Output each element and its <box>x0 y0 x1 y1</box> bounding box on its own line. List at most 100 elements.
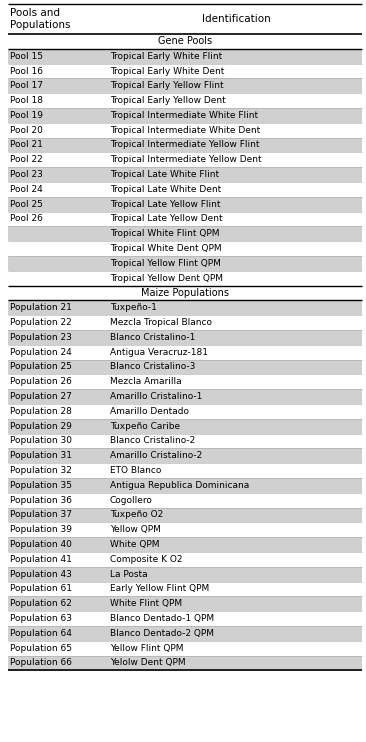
Text: Pool 15: Pool 15 <box>10 52 43 61</box>
Text: Antigua Veracruz-181: Antigua Veracruz-181 <box>110 348 208 357</box>
Bar <box>8 211 362 226</box>
Text: Population 63: Population 63 <box>10 614 72 623</box>
Bar <box>8 345 362 360</box>
Text: Blanco Cristalino-3: Blanco Cristalino-3 <box>110 363 195 372</box>
Text: Population 31: Population 31 <box>10 451 72 460</box>
Text: Cogollero: Cogollero <box>110 496 153 505</box>
Text: Gene Pools: Gene Pools <box>158 36 212 47</box>
Text: Pool 19: Pool 19 <box>10 111 43 120</box>
Bar <box>8 611 362 626</box>
Bar <box>8 93 362 108</box>
Text: Population 41: Population 41 <box>10 555 72 564</box>
Bar <box>8 478 362 493</box>
Text: ETO Blanco: ETO Blanco <box>110 466 161 475</box>
Bar <box>8 108 362 122</box>
Text: White Flint QPM: White Flint QPM <box>110 600 182 608</box>
Text: Tropical Early White Flint: Tropical Early White Flint <box>110 52 222 61</box>
Text: Population 35: Population 35 <box>10 481 72 490</box>
Bar <box>8 508 362 522</box>
Text: Identification: Identification <box>202 14 270 24</box>
Bar <box>8 197 362 211</box>
Text: Pool 23: Pool 23 <box>10 170 43 179</box>
Text: Tropical White Dent QPM: Tropical White Dent QPM <box>110 244 222 253</box>
Bar <box>8 567 362 582</box>
Bar <box>8 656 362 671</box>
Text: Population 32: Population 32 <box>10 466 72 475</box>
Text: Population 61: Population 61 <box>10 585 72 594</box>
Text: Maize Populations: Maize Populations <box>141 288 229 298</box>
Text: Population 43: Population 43 <box>10 570 72 579</box>
Text: Tropical White Flint QPM: Tropical White Flint QPM <box>110 229 220 238</box>
Text: Population 37: Population 37 <box>10 510 72 519</box>
Text: Tropical Early Yellow Dent: Tropical Early Yellow Dent <box>110 96 226 105</box>
Bar <box>8 641 362 656</box>
Bar <box>8 375 362 390</box>
Text: Tropical Intermediate Yellow Dent: Tropical Intermediate Yellow Dent <box>110 155 262 164</box>
Text: Tropical Late Yellow Flint: Tropical Late Yellow Flint <box>110 200 220 209</box>
Text: Yellow Flint QPM: Yellow Flint QPM <box>110 644 183 653</box>
Text: Population 62: Population 62 <box>10 600 72 608</box>
Text: Tropical Intermediate White Dent: Tropical Intermediate White Dent <box>110 125 260 135</box>
Text: Amarillo Cristalino-1: Amarillo Cristalino-1 <box>110 392 202 401</box>
Text: Population 39: Population 39 <box>10 525 72 534</box>
Text: Yellow QPM: Yellow QPM <box>110 525 161 534</box>
Text: Population 65: Population 65 <box>10 644 72 653</box>
Bar <box>8 448 362 463</box>
Text: Pool 22: Pool 22 <box>10 155 43 164</box>
Text: Antigua Republica Dominicana: Antigua Republica Dominicana <box>110 481 249 490</box>
Text: Population 36: Population 36 <box>10 496 72 505</box>
Bar <box>8 390 362 404</box>
Text: Pool 25: Pool 25 <box>10 200 43 209</box>
Text: Mezcla Amarilla: Mezcla Amarilla <box>110 377 182 387</box>
Bar <box>8 360 362 375</box>
Bar <box>8 182 362 197</box>
Text: Blanco Cristalino-1: Blanco Cristalino-1 <box>110 333 195 342</box>
Text: White QPM: White QPM <box>110 540 160 549</box>
Text: Tropical Late White Dent: Tropical Late White Dent <box>110 185 221 194</box>
Bar <box>8 315 362 330</box>
Bar <box>8 330 362 345</box>
Bar <box>8 271 362 286</box>
Bar <box>8 418 362 433</box>
Text: Amarillo Dentado: Amarillo Dentado <box>110 407 189 416</box>
Text: Population 23: Population 23 <box>10 333 72 342</box>
Text: Population 28: Population 28 <box>10 407 72 416</box>
Text: Tuxpeño-1: Tuxpeño-1 <box>110 303 157 312</box>
Text: Composite K O2: Composite K O2 <box>110 555 183 564</box>
Bar <box>8 463 362 478</box>
Bar <box>8 522 362 537</box>
Text: Tuxpeño O2: Tuxpeño O2 <box>110 510 163 519</box>
Bar <box>8 626 362 641</box>
Bar <box>8 4 362 34</box>
Bar <box>8 64 362 79</box>
Bar <box>8 137 362 152</box>
Bar <box>8 256 362 271</box>
Bar <box>8 122 362 137</box>
Text: Population 24: Population 24 <box>10 348 72 357</box>
Bar <box>8 552 362 567</box>
Bar <box>8 404 362 418</box>
Text: Pool 16: Pool 16 <box>10 67 43 76</box>
Bar <box>8 493 362 508</box>
Bar <box>8 582 362 597</box>
Text: La Posta: La Posta <box>110 570 147 579</box>
Bar <box>8 537 362 552</box>
Text: Population 64: Population 64 <box>10 629 72 638</box>
Bar <box>8 301 362 315</box>
Text: Tropical Late Yellow Dent: Tropical Late Yellow Dent <box>110 214 223 223</box>
Text: Pool 26: Pool 26 <box>10 214 43 223</box>
Text: Tropical Intermediate Yellow Flint: Tropical Intermediate Yellow Flint <box>110 140 259 149</box>
Bar <box>8 34 362 49</box>
Bar <box>8 152 362 167</box>
Text: Population 40: Population 40 <box>10 540 72 549</box>
Text: Amarillo Cristalino-2: Amarillo Cristalino-2 <box>110 451 202 460</box>
Text: Mezcla Tropical Blanco: Mezcla Tropical Blanco <box>110 318 212 327</box>
Text: Pool 24: Pool 24 <box>10 185 43 194</box>
Text: Population 22: Population 22 <box>10 318 72 327</box>
Text: Blanco Dentado-2 QPM: Blanco Dentado-2 QPM <box>110 629 214 638</box>
Text: Yelolw Dent QPM: Yelolw Dent QPM <box>110 658 186 668</box>
Text: Population 25: Population 25 <box>10 363 72 372</box>
Bar <box>8 79 362 93</box>
Text: Blanco Cristalino-2: Blanco Cristalino-2 <box>110 436 195 445</box>
Text: Early Yellow Flint QPM: Early Yellow Flint QPM <box>110 585 209 594</box>
